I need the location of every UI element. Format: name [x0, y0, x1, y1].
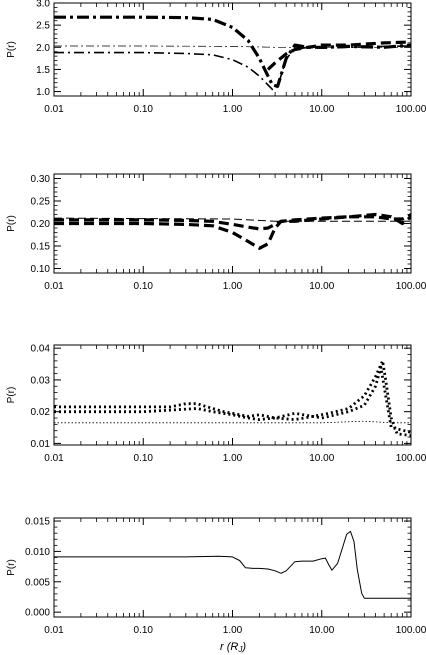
series-line-2 [54, 365, 411, 434]
series-line-1 [54, 359, 411, 437]
chart-panel-4: 0.01 0.10 1.00 10.00 100.00 0.000 0.005 0.010 0.… [6, 517, 426, 636]
chart-panel-1: 0.01 0.10 1.00 10.00 100.00 1.0 1.5 2.0 2.5 3.0 P(… [6, 0, 426, 115]
y-tick-label: 0.005 [25, 577, 50, 588]
x-tick-label: 0.10 [134, 625, 154, 636]
x-tick-label: 1.00 [223, 625, 243, 636]
series-line-1 [54, 530, 411, 599]
y-axis-label: P(r) [6, 387, 17, 404]
y-axis-label: P(r) [6, 41, 17, 58]
y-tick-label: 1.0 [36, 87, 50, 98]
x-tick-label: 100.00 [396, 281, 426, 292]
y-tick-label: 0.03 [31, 375, 51, 386]
x-tick-label: 0.10 [134, 453, 154, 464]
y-tick-label: 0.000 [25, 608, 50, 619]
x-tick-label: 100.00 [396, 625, 426, 636]
x-tick-label: 1.00 [223, 104, 243, 115]
y-tick-label: 0.30 [31, 174, 51, 185]
x-axis-label: r (RJ) [220, 641, 246, 654]
y-tick-label: 0.02 [31, 407, 51, 418]
x-tick-label: 1.00 [223, 281, 243, 292]
series-line-1 [54, 213, 411, 250]
x-tick-label: 100.00 [396, 104, 426, 115]
x-tick-label: 10.00 [309, 281, 334, 292]
y-tick-label: 1.5 [36, 65, 50, 76]
x-tick-label: 10.00 [309, 453, 334, 464]
chart-panels: 0.01 0.10 1.00 10.00 100.00 1.0 1.5 2.0 2.5 3.0 P(… [6, 0, 426, 636]
x-tick-label: 0.10 [134, 104, 154, 115]
x-tick-label: 0.01 [44, 625, 64, 636]
series-line-3 [54, 45, 411, 48]
x-tick-label: 0.01 [44, 281, 64, 292]
y-tick-label: 0.10 [31, 264, 51, 275]
y-tick-label: 0.010 [25, 547, 50, 558]
chart-panel-2: 0.01 0.10 1.00 10.00 100.00 0.10 0.15 0.20 0.25 0… [6, 173, 426, 292]
y-tick-label: 2.5 [36, 21, 50, 32]
series-line-4 [266, 40, 411, 71]
y-axis-label: P(r) [6, 215, 17, 232]
series-line-1 [54, 15, 411, 88]
plot-frame [53, 344, 412, 446]
y-tick-label: 0.15 [31, 242, 51, 253]
chart-panel-3: 0.01 0.10 1.00 10.00 100.00 0.01 0.02 0.03 0.04 P… [6, 344, 426, 464]
series-line-3 [54, 420, 411, 424]
x-tick-label: 100.00 [396, 453, 426, 464]
series-line-3 [54, 217, 411, 222]
y-tick-label: 2.0 [36, 43, 50, 54]
x-tick-label: 0.01 [44, 104, 64, 115]
y-tick-label: 0.25 [31, 197, 51, 208]
y-tick-label: 0.04 [31, 344, 51, 355]
y-axis-label: P(r) [6, 559, 17, 576]
x-tick-label: 10.00 [309, 625, 334, 636]
x-tick-label: 0.10 [134, 281, 154, 292]
y-tick-label: 0.20 [31, 219, 51, 230]
y-tick-label: 3.0 [36, 0, 50, 10]
y-tick-label: 0.01 [31, 439, 51, 450]
y-tick-label: 0.015 [25, 517, 50, 528]
series-line-2 [54, 45, 411, 91]
x-tick-label: 0.01 [44, 453, 64, 464]
x-tick-label: 1.00 [223, 453, 243, 464]
x-tick-label: 10.00 [309, 104, 334, 115]
